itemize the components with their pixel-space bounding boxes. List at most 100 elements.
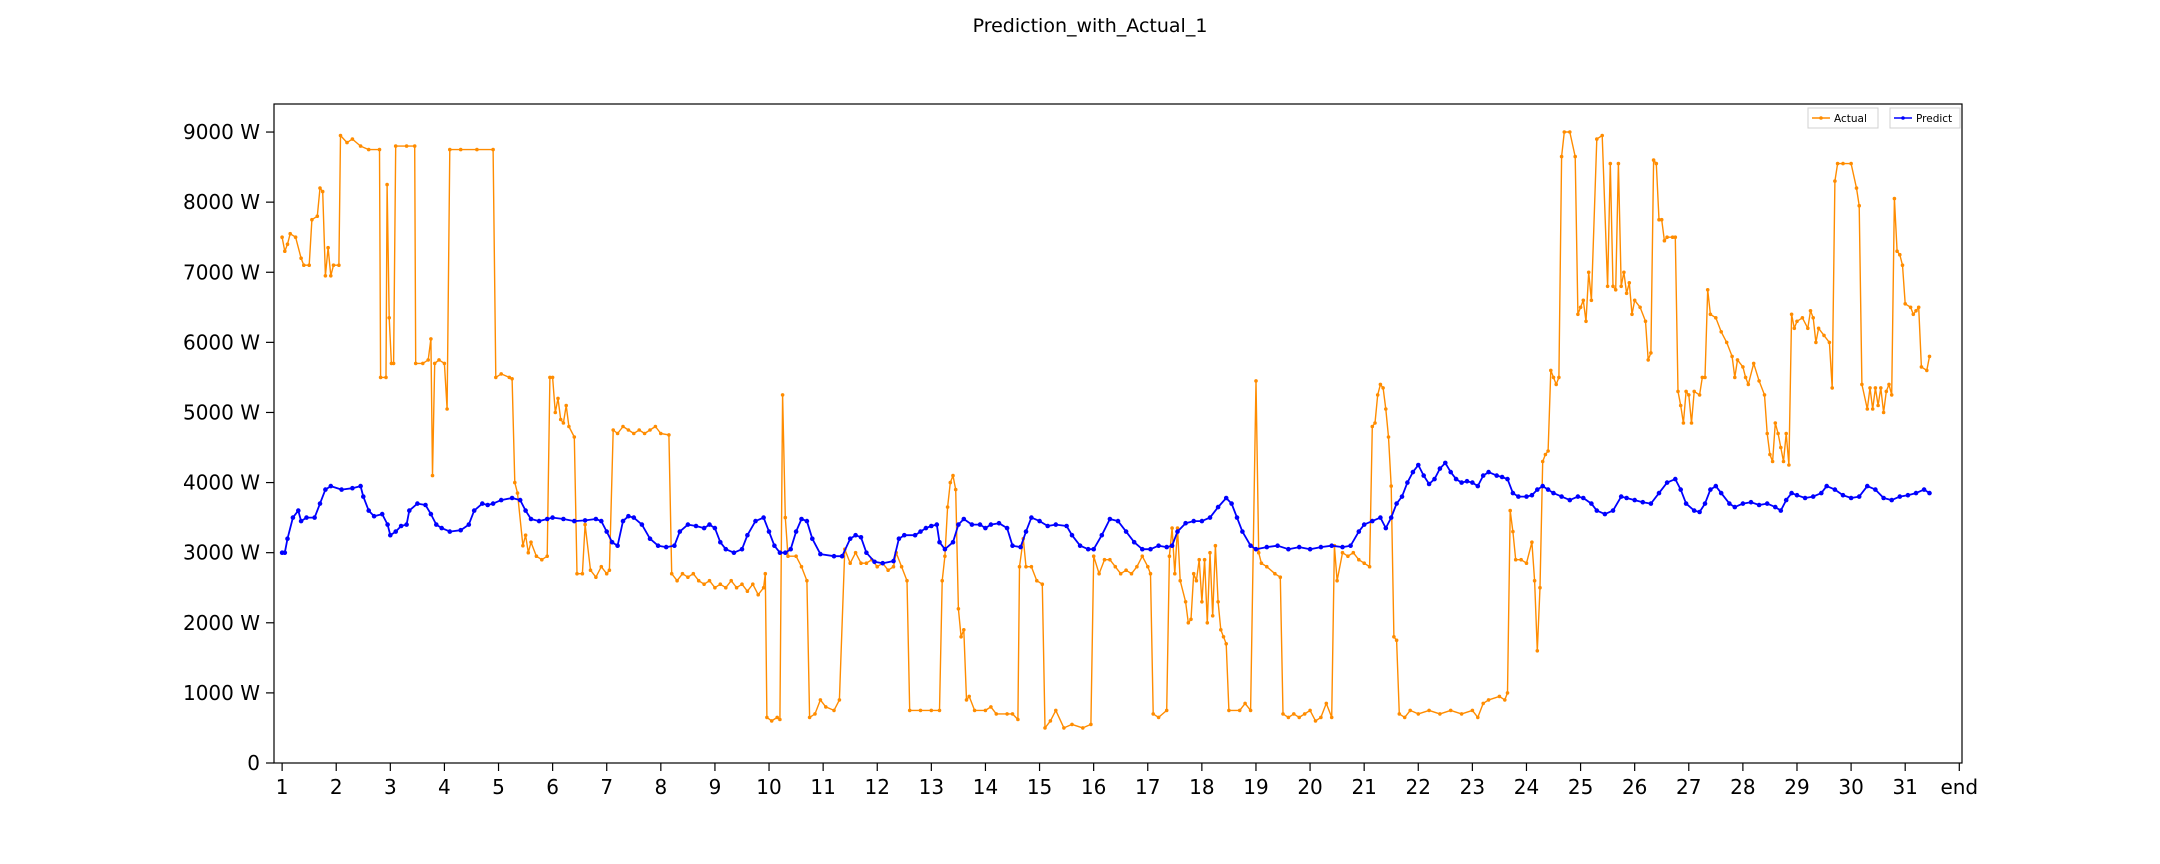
data-point-predict xyxy=(1253,546,1259,552)
data-point-predict xyxy=(550,515,555,520)
data-point-actual xyxy=(1870,407,1875,411)
data-point-actual xyxy=(686,575,690,579)
data-point-actual xyxy=(818,698,823,702)
x-tick-label: 1 xyxy=(276,775,289,799)
data-point-actual xyxy=(1703,375,1707,380)
data-point-predict xyxy=(1107,516,1113,522)
data-point-actual xyxy=(1302,712,1307,716)
data-point-actual xyxy=(412,144,417,148)
data-point-actual xyxy=(299,256,303,261)
data-point-predict xyxy=(853,532,858,538)
data-point-actual xyxy=(1210,614,1215,618)
data-point-predict xyxy=(572,518,577,524)
data-point-predict xyxy=(1421,473,1426,478)
data-point-actual xyxy=(1005,712,1009,716)
data-point-actual xyxy=(413,361,418,366)
data-point-predict xyxy=(996,520,1002,526)
data-point-predict xyxy=(523,508,528,513)
data-point-actual xyxy=(983,708,988,713)
data-point-actual xyxy=(529,540,533,544)
data-point-actual xyxy=(391,361,396,366)
data-point-predict xyxy=(1399,494,1405,499)
data-point-predict xyxy=(1702,501,1708,506)
plot-area xyxy=(273,103,1963,764)
data-point-actual xyxy=(1397,712,1402,716)
data-point-actual xyxy=(1562,130,1567,134)
data-point-actual xyxy=(905,578,909,583)
data-point-predict xyxy=(528,516,534,522)
data-point-actual xyxy=(1849,161,1853,166)
data-point-actual xyxy=(1273,571,1277,576)
data-point-actual xyxy=(1632,298,1637,303)
data-point-predict xyxy=(458,527,464,533)
data-point-actual xyxy=(1735,358,1740,362)
data-point-actual xyxy=(1503,698,1507,702)
x-tick-label: 8 xyxy=(654,775,667,799)
data-point-predict xyxy=(902,532,907,538)
data-point-predict xyxy=(1529,492,1535,498)
data-point-predict xyxy=(1348,543,1353,548)
data-point-predict xyxy=(498,497,504,503)
data-point-predict xyxy=(1480,473,1486,478)
data-point-actual xyxy=(1164,708,1169,713)
data-point-predict xyxy=(1691,508,1697,513)
data-point-predict xyxy=(1632,497,1637,503)
data-point-actual xyxy=(1378,382,1383,387)
data-point-actual xyxy=(583,522,587,527)
data-point-actual xyxy=(615,431,620,436)
data-point-predict xyxy=(804,518,810,524)
data-point-actual xyxy=(756,592,760,597)
data-point-actual xyxy=(1608,161,1613,166)
data-point-actual xyxy=(1054,708,1058,713)
data-point-actual xyxy=(1751,361,1756,366)
data-point-actual xyxy=(1708,312,1713,317)
data-point-actual xyxy=(283,249,287,253)
data-point-predict xyxy=(1018,544,1023,550)
data-point-actual xyxy=(387,316,392,320)
data-point-actual xyxy=(1605,284,1610,289)
data-point-predict xyxy=(1123,529,1129,534)
data-point-actual xyxy=(1757,379,1761,383)
data-point-actual xyxy=(1554,382,1558,387)
data-point-predict xyxy=(839,553,845,559)
data-point-actual xyxy=(929,708,934,713)
data-point-predict xyxy=(1567,497,1573,503)
data-point-predict xyxy=(1156,543,1161,548)
data-point-actual xyxy=(780,393,785,397)
data-point-actual xyxy=(1833,179,1837,183)
data-point-predict xyxy=(1405,480,1410,485)
data-point-actual xyxy=(713,585,717,590)
data-point-predict xyxy=(1824,483,1829,489)
data-point-actual xyxy=(734,585,739,590)
data-point-actual xyxy=(1392,635,1396,639)
data-point-actual xyxy=(1673,235,1678,239)
x-tick-label: 3 xyxy=(384,775,397,799)
data-point-predict xyxy=(1740,501,1746,506)
data-point-actual xyxy=(1822,333,1826,338)
data-point-actual xyxy=(329,274,333,278)
data-point-actual xyxy=(1373,421,1377,425)
data-point-predict xyxy=(1077,543,1083,548)
data-point-predict xyxy=(428,511,434,517)
data-point-actual xyxy=(1892,196,1897,201)
data-point-actual xyxy=(786,554,790,558)
data-point-actual xyxy=(1530,540,1534,544)
data-point-predict xyxy=(1443,460,1448,466)
y-tick-label: 1000 W xyxy=(183,681,260,705)
data-point-predict xyxy=(1881,495,1886,501)
data-point-actual xyxy=(404,144,409,148)
series-actual xyxy=(280,130,1932,730)
data-point-actual xyxy=(1646,358,1650,362)
data-point-predict xyxy=(1810,494,1816,499)
data-point-actual xyxy=(1808,309,1813,313)
data-point-actual xyxy=(1841,161,1845,166)
data-point-actual xyxy=(345,140,349,145)
data-point-actual xyxy=(1256,550,1261,555)
data-point-predict xyxy=(485,502,491,508)
data-point-predict xyxy=(1794,492,1800,498)
data-point-actual xyxy=(799,564,804,569)
x-tick-label: 23 xyxy=(1460,775,1485,799)
data-point-actual xyxy=(1389,484,1393,488)
data-point-actual xyxy=(1402,715,1407,720)
data-point-actual xyxy=(669,571,674,576)
